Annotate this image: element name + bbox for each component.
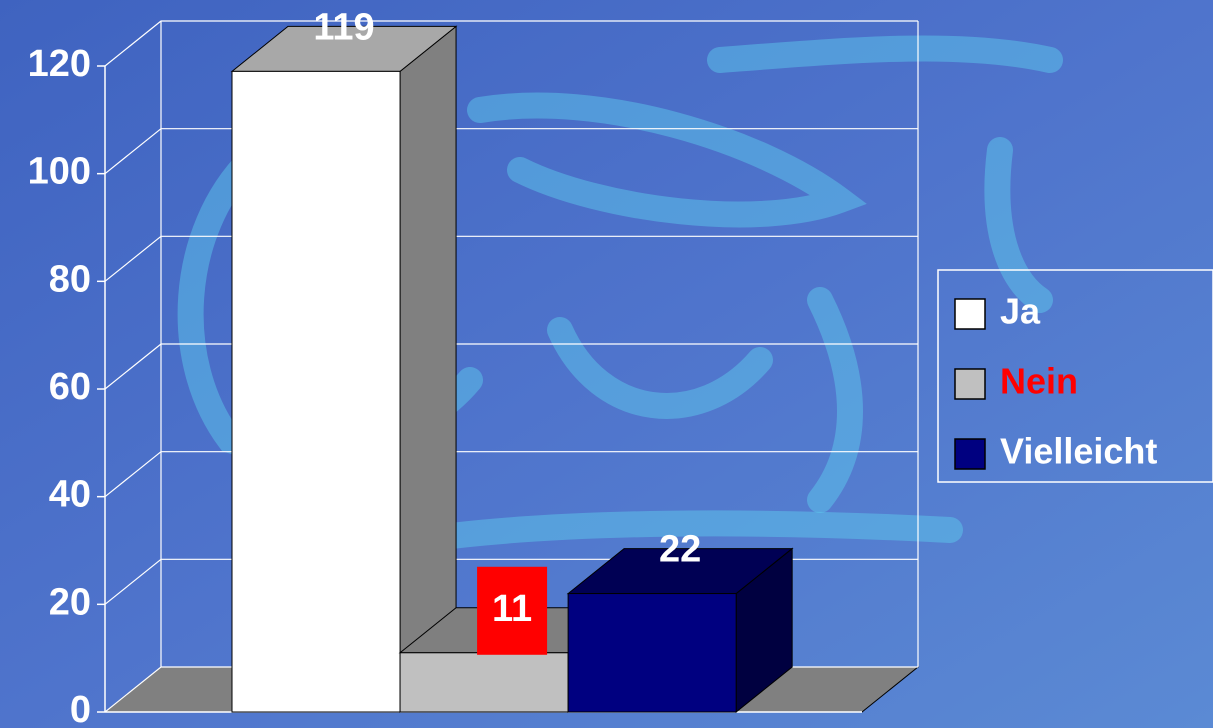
legend-swatch (954, 438, 986, 470)
bar (231, 70, 401, 713)
grid-line (104, 20, 918, 67)
y-tick-label: 60 (49, 366, 91, 408)
legend-swatch (954, 298, 986, 330)
data-label: 11 (492, 588, 532, 630)
bar (399, 652, 569, 713)
legend-box (937, 269, 1213, 483)
legend-swatch (954, 368, 986, 400)
y-tick-label: 120 (28, 43, 91, 85)
grid-line (104, 235, 918, 282)
data-label: 119 (313, 6, 374, 48)
y-tick-label: 40 (49, 474, 91, 516)
grid-line (104, 128, 918, 175)
grid-line (104, 451, 918, 498)
legend-label: Vielleicht (1000, 431, 1157, 472)
bar (567, 593, 737, 713)
data-label: 22 (659, 529, 701, 571)
data-label-box (477, 566, 548, 655)
y-tick-label: 0 (70, 689, 91, 728)
legend-label: Nein (1000, 361, 1078, 402)
y-tick-label: 20 (49, 581, 91, 623)
legend-label: Ja (1000, 291, 1041, 332)
bar-side (399, 25, 457, 714)
y-tick-label: 80 (49, 258, 91, 300)
plot: 0 20 40 60 80 100 120 119 11 22 (28, 6, 920, 728)
grid-line (104, 343, 918, 390)
y-tick-label: 100 (28, 151, 91, 193)
